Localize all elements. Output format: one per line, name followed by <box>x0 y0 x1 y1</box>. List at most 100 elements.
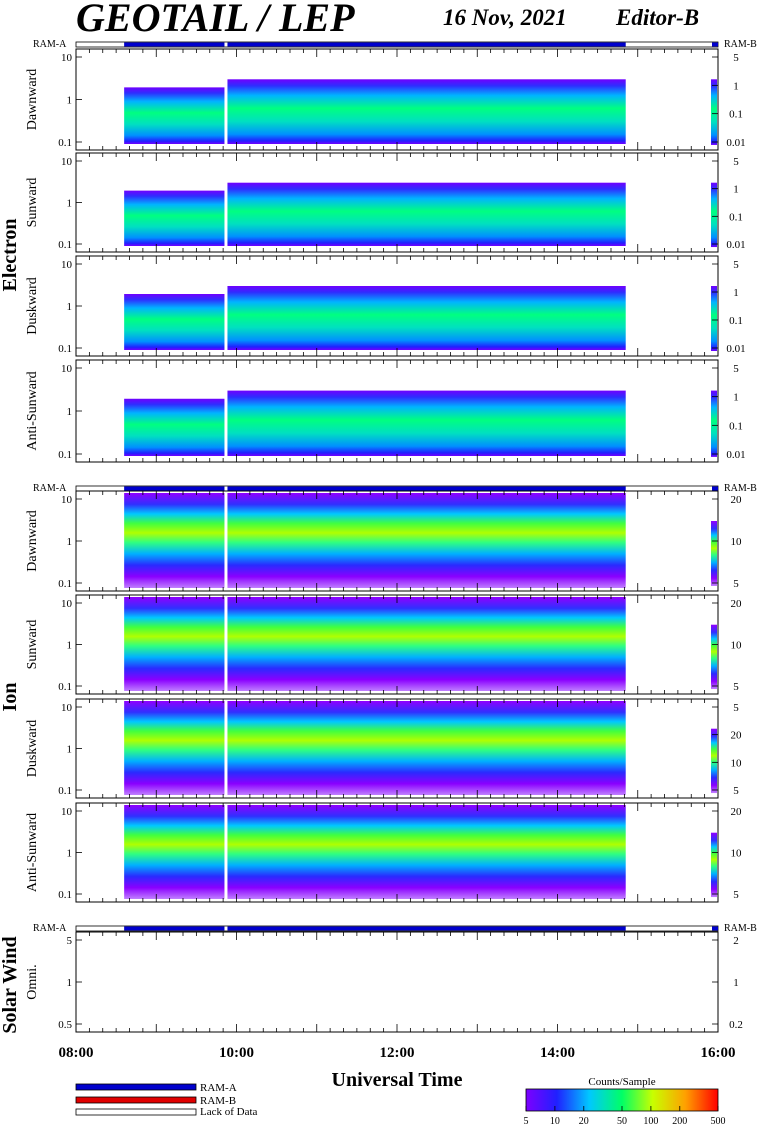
right-y-tick-label: 2 <box>733 935 739 947</box>
ram-a-segment <box>712 926 718 931</box>
right-y-tick-label: 20 <box>731 730 743 742</box>
right-y-tick-label: 20 <box>731 494 743 506</box>
group-label: Ion <box>0 683 21 712</box>
spectrogram-segment <box>227 390 626 456</box>
left-y-tick-label: 10 <box>61 702 73 714</box>
left-y-tick-label: 0.1 <box>58 578 72 590</box>
panel-ion-anti-sunward: Anti-Sunward 10 1 0.1 20 10 5 <box>25 802 743 903</box>
left-y-tick-label: 10 <box>61 259 73 271</box>
right-y-tick-label: 5 <box>733 578 739 590</box>
colorbar-tick-label: 500 <box>711 1116 726 1127</box>
left-y-tick-label: 0.1 <box>58 785 72 797</box>
right-y-tick-label: 20 <box>731 806 743 818</box>
colorbar-tick-label: 10 <box>550 1116 560 1127</box>
left-y-tick-label: 0.1 <box>58 889 72 901</box>
right-y-tick-label: 20 <box>731 598 743 610</box>
right-y-tick-label: 5 <box>733 363 739 375</box>
spectrogram-segment <box>227 597 626 691</box>
legend: RAM-A RAM-B Lack of Data <box>75 1082 258 1118</box>
left-y-tick-label: 0.5 <box>58 1019 72 1031</box>
left-y-tick-label: 1 <box>67 640 73 652</box>
spectrogram-edge-strip <box>711 728 717 794</box>
right-y-tick-label: 5 <box>733 52 739 64</box>
ram-b-label: RAM-B <box>724 483 757 494</box>
x-tick-label: 10:00 <box>219 1045 254 1061</box>
right-y-tick-label: 5 <box>733 785 739 797</box>
panel-electron-duskward: Duskward 10 1 0.1 5 1 0.1 0.01 <box>25 255 746 357</box>
spectrogram-segment <box>227 493 626 588</box>
right-y-tick-label: 0.1 <box>729 109 743 121</box>
right-y-tick-label: 10 <box>731 536 743 548</box>
panel-electron-dawnward: Dawnward 10 1 0.1 5 1 0.1 0.01 <box>25 48 746 151</box>
legend-label-ram-a: RAM-A <box>200 1082 237 1094</box>
legend-swatch-lack-of-data <box>75 1108 197 1116</box>
panel-label: Anti-Sunward <box>25 371 40 450</box>
spectrogram-segment <box>124 190 225 246</box>
left-y-tick-label: 1 <box>67 95 73 107</box>
ram-bar-solar-wind: RAM-A RAM-B <box>33 923 757 934</box>
left-y-tick-label: 1 <box>67 848 73 860</box>
right-y-tick-label: 5 <box>733 889 739 901</box>
colorbar-title: Counts/Sample <box>588 1076 655 1088</box>
left-y-tick-label: 5 <box>67 935 73 947</box>
ram-b-label: RAM-B <box>724 39 757 50</box>
spectrogram-edge-strip <box>711 182 717 248</box>
ram-a-segment <box>124 486 626 491</box>
legend-swatch-ram-b <box>75 1096 197 1104</box>
right-y-tick-label: 0.01 <box>726 239 745 251</box>
colorbar-tick-label: 20 <box>579 1116 589 1127</box>
left-y-tick-label: 10 <box>61 156 73 168</box>
left-y-tick-label: 0.1 <box>58 239 72 251</box>
panel-label: Omni. <box>25 964 40 999</box>
ram-bar-ion: RAM-A RAM-B <box>33 483 757 494</box>
right-y-tick-label: 5 <box>733 156 739 168</box>
panel-label: Dawnward <box>25 510 40 571</box>
legend-label-ram-b: RAM-B <box>200 1095 236 1107</box>
spectrogram-edge-strip <box>711 79 717 145</box>
spectrogram-segment <box>227 805 626 899</box>
panel-label: Anti-Sunward <box>25 813 40 892</box>
spectrogram-segment <box>227 286 626 350</box>
spectrogram-edge-strip <box>711 521 717 586</box>
left-y-tick-label: 0.1 <box>58 137 72 149</box>
panel-label: Duskward <box>25 277 40 335</box>
spectrogram-segment <box>227 701 626 795</box>
spectrogram-segment <box>124 294 225 350</box>
ram-bar-electron: RAM-A RAM-B <box>33 39 757 50</box>
spectrogram-segment <box>124 597 225 691</box>
panel-solar-wind-omni-: Omni. 5 1 0.5 2 1 0.2 08:00 10:00 12:00 14:00 16:00 <box>25 931 743 1061</box>
right-y-tick-label: 0.01 <box>726 343 745 355</box>
right-y-tick-label: 5 <box>733 702 739 714</box>
panel-electron-sunward: Sunward 10 1 0.1 5 1 0.1 0.01 <box>25 152 746 253</box>
x-tick-label: 14:00 <box>540 1045 575 1061</box>
colorbar-tick-label: 100 <box>643 1116 658 1127</box>
panel-label: Sunward <box>25 620 40 670</box>
left-y-tick-label: 10 <box>61 598 73 610</box>
legend-swatch-ram-a <box>75 1083 197 1091</box>
spectrogram-segment <box>124 87 225 144</box>
panels-layer: RAM-A RAM-B Electron Dawnward 10 1 0.1 5 1 0.1 0.0… <box>0 39 757 1061</box>
spectrogram-segment <box>227 79 626 144</box>
ram-a-segment <box>124 926 626 931</box>
spectrogram-segment <box>124 493 225 588</box>
left-y-tick-label: 1 <box>67 536 73 548</box>
right-y-tick-label: 0.01 <box>726 137 745 149</box>
spectrogram-segment <box>124 805 225 899</box>
right-y-tick-label: 1 <box>733 392 739 404</box>
right-y-tick-label: 1 <box>733 184 739 196</box>
left-y-tick-label: 0.1 <box>58 681 72 693</box>
left-y-tick-label: 10 <box>61 806 73 818</box>
date-label: 16 Nov, 2021 <box>443 5 567 30</box>
spectrogram-segment <box>124 398 225 456</box>
panel-label: Dawnward <box>25 69 40 130</box>
left-y-tick-label: 1 <box>67 301 73 313</box>
panel-label: Duskward <box>25 720 40 778</box>
group-label: Solar Wind <box>0 936 21 1033</box>
right-y-tick-label: 0.1 <box>729 315 743 327</box>
spectrogram-edge-strip <box>711 624 717 690</box>
ram-gap-marker <box>224 926 228 931</box>
ram-a-label: RAM-A <box>33 483 67 494</box>
panel-frame <box>75 931 719 1033</box>
ram-a-segment <box>124 42 626 47</box>
